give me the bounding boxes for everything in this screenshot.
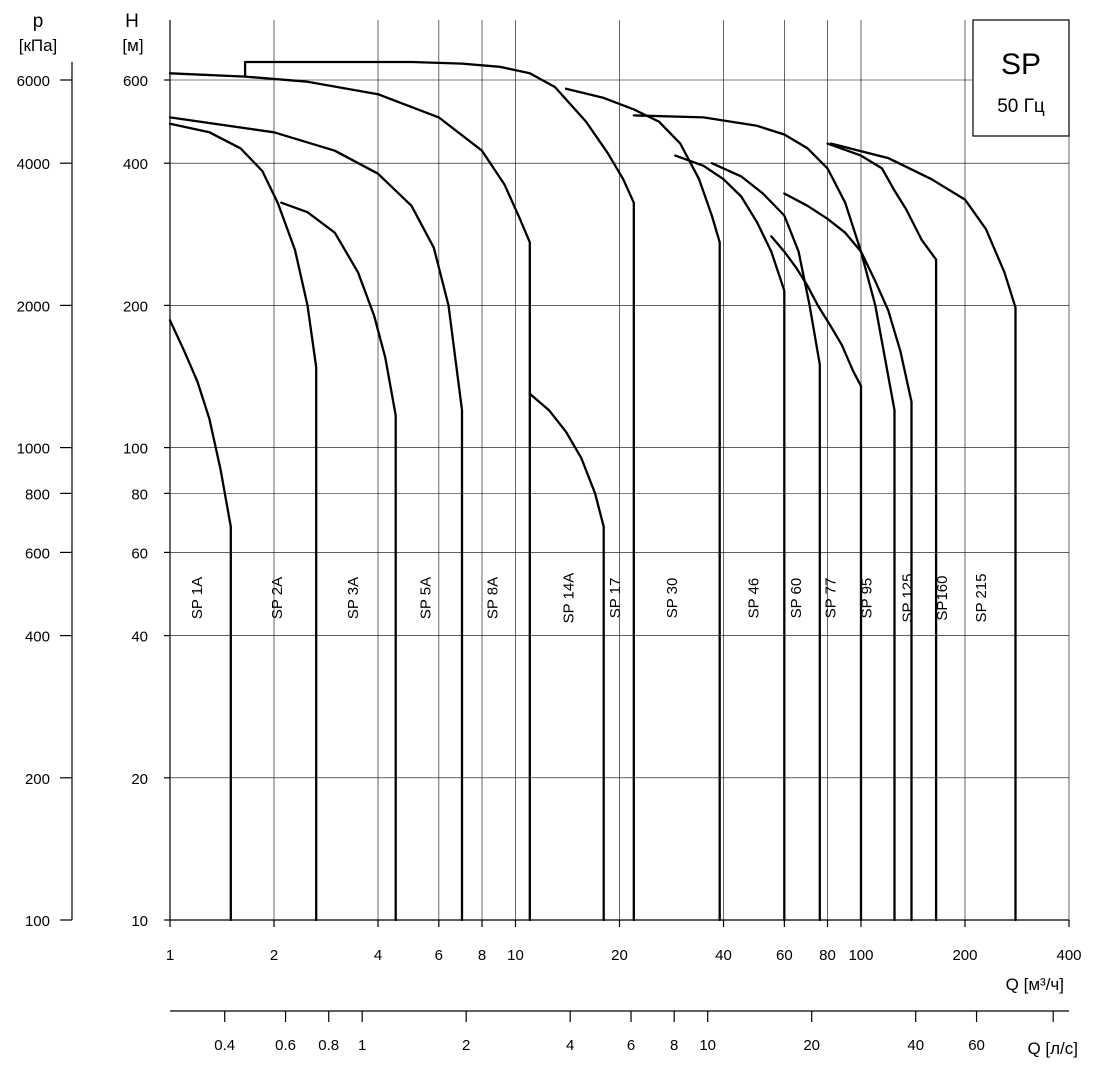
pump-curve-sp-77 (770, 235, 863, 922)
title-box: SP 50 Гц (972, 19, 1070, 137)
pump-curve-sp-60 (710, 162, 821, 922)
x-tick-label: 100 (848, 947, 873, 964)
pump-label: SP 8A (484, 577, 501, 619)
y2-tick-label: 100 (25, 913, 50, 930)
y2-tick-label: 400 (25, 629, 50, 646)
x2-tick-label: 8 (670, 1037, 678, 1054)
x-tick-label: 1 (166, 947, 174, 964)
y2-tick-label: 1000 (17, 441, 50, 458)
pump-curve-sp-3a (280, 201, 397, 922)
x2-tick-label: 2 (462, 1037, 470, 1054)
pump-curves (168, 60, 1017, 922)
pump-curve-sp-215 (830, 142, 1017, 922)
x2-tick-label: 60 (968, 1037, 985, 1054)
pump-label: SP 95 (858, 578, 875, 619)
axes (60, 20, 1070, 1022)
pump-curve-sp-1a (168, 319, 232, 922)
x-tick-label: 60 (776, 947, 793, 964)
chart-subtitle: 50 Гц (997, 96, 1045, 117)
pump-curve-sp160 (826, 142, 938, 922)
x2-tick-label: 6 (627, 1037, 635, 1054)
title-frame (972, 19, 1070, 137)
pump-curve-sp-46 (674, 154, 786, 922)
x-tick-label: 10 (507, 947, 524, 964)
labels: 1 2 4 6 8 10 20 40 60 80 100 200 4001020406080100200… (17, 73, 1082, 1054)
pump-label: SP 46 (746, 578, 763, 619)
y2-tick-label: 200 (25, 771, 50, 788)
pump-label: SP 77 (823, 578, 840, 619)
y-tick-label: 400 (123, 156, 148, 173)
y2-tick-label: 600 (25, 545, 50, 562)
pump-label: SP160 (934, 576, 951, 621)
y-tick-label: 200 (123, 298, 148, 315)
chart-title: SP (1001, 48, 1041, 81)
y2-axis-symbol: p (33, 11, 44, 32)
y2-tick-label: 800 (25, 486, 50, 503)
pump-label: SP 17 (607, 578, 624, 619)
pump-curve-sp-125 (783, 192, 913, 922)
y-tick-label: 40 (131, 629, 148, 646)
x-tick-label: 80 (819, 947, 836, 964)
pump-curve-sp-30 (564, 87, 721, 922)
x-tick-label: 4 (374, 947, 382, 964)
pump-label: SP 14A (561, 573, 578, 624)
grid (170, 20, 1069, 920)
x-tick-label: 20 (611, 947, 628, 964)
x-tick-label: 8 (478, 947, 486, 964)
x2-tick-label: 20 (803, 1037, 820, 1054)
y2-axis-unit: [кПа] (19, 36, 58, 55)
pump-label: SP 30 (664, 578, 681, 619)
x2-tick-label: 1 (358, 1037, 366, 1054)
x-tick-label: 400 (1056, 947, 1081, 964)
x2-axis-label: Q [л/с] (1027, 1039, 1078, 1058)
x2-tick-label: 10 (699, 1037, 716, 1054)
x2-tick-label: 0.6 (275, 1037, 296, 1054)
pump-curve-sp-2a (168, 122, 318, 922)
x2-tick-label: 4 (566, 1037, 574, 1054)
y-axis-unit: [м] (122, 36, 143, 55)
pump-label: SP 2A (269, 577, 286, 619)
pump-label: SP 60 (788, 578, 805, 619)
y-tick-label: 100 (123, 441, 148, 458)
y-tick-label: 20 (131, 771, 148, 788)
pump-label: SP 215 (973, 574, 990, 623)
x-axis-label: Q [м³/ч] (1006, 975, 1064, 994)
pump-label: SP 3A (345, 577, 362, 619)
y2-tick-label: 2000 (17, 298, 50, 315)
pump-curve-sp-17 (168, 60, 635, 922)
y2-tick-label: 4000 (17, 156, 50, 173)
y-tick-label: 600 (123, 73, 148, 90)
x-tick-label: 200 (952, 947, 977, 964)
pump-curve-sp-95 (632, 114, 896, 922)
y-tick-label: 60 (131, 545, 148, 562)
pump-label: SP 5A (417, 577, 434, 619)
x-tick-label: 40 (715, 947, 732, 964)
x2-tick-label: 0.8 (318, 1037, 339, 1054)
pump-label: SP 1A (189, 577, 206, 619)
y-axis-symbol: H (125, 11, 139, 32)
y-tick-label: 10 (131, 913, 148, 930)
x2-tick-label: 0.4 (214, 1037, 235, 1054)
pump-curve-sp-8a (243, 75, 531, 922)
pump-label: SP 125 (900, 574, 917, 623)
x-tick-label: 2 (270, 947, 278, 964)
x-tick-label: 6 (435, 947, 443, 964)
y2-tick-label: 6000 (17, 73, 50, 90)
y-tick-label: 80 (131, 486, 148, 503)
pump-curve-sp-5a (168, 116, 464, 922)
pump-curve-sp-14a (528, 392, 605, 922)
x2-tick-label: 40 (907, 1037, 924, 1054)
